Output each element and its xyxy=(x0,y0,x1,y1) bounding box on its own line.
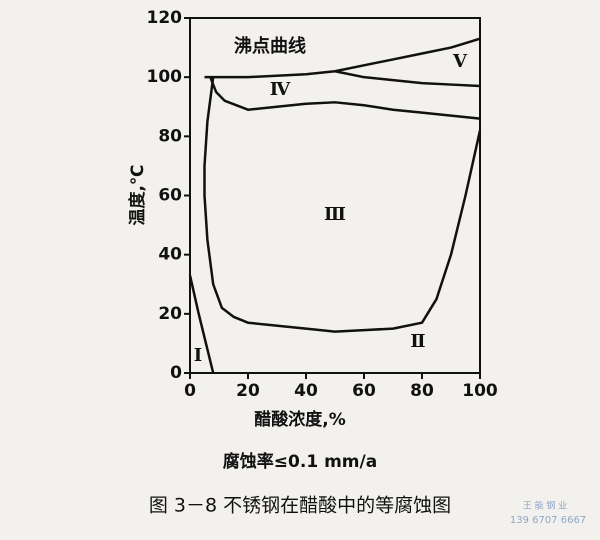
region-label: 沸点曲线 xyxy=(234,35,306,57)
region-label: Ⅰ xyxy=(194,345,202,366)
y-tick-label: 80 xyxy=(158,126,182,146)
region-label: V xyxy=(452,51,468,72)
curve xyxy=(203,77,482,333)
curve xyxy=(334,70,481,88)
x-tick-label: 20 xyxy=(236,381,260,401)
subtitle: 腐蚀率≤0.1 mm/a xyxy=(223,451,377,472)
y-tick-label: 120 xyxy=(147,8,183,28)
watermark: 王 能 钢 业 xyxy=(523,500,568,512)
x-axis-label: 醋酸浓度,% xyxy=(254,409,346,430)
watermark: 139 6707 6667 xyxy=(510,515,586,526)
curve xyxy=(209,76,481,120)
y-tick-label: 60 xyxy=(158,186,182,206)
x-tick-label: 0 xyxy=(184,381,196,401)
y-tick-label: 20 xyxy=(158,304,182,324)
region-label: Ⅱ xyxy=(410,331,425,352)
x-tick-label: 100 xyxy=(462,381,498,401)
x-tick-label: 80 xyxy=(410,381,434,401)
x-tick-label: 60 xyxy=(352,381,376,401)
region-label: Ⅳ xyxy=(270,79,291,100)
y-tick-label: 100 xyxy=(147,67,183,87)
region-label: Ⅲ xyxy=(324,204,346,225)
chart-title: 图 3－8 不锈钢在醋酸中的等腐蚀图 xyxy=(149,495,451,517)
curve xyxy=(188,275,215,374)
y-axis-label: 温度,℃ xyxy=(127,164,148,225)
x-tick-label: 40 xyxy=(294,381,318,401)
curve xyxy=(204,37,481,79)
y-tick-label: 0 xyxy=(170,363,182,383)
y-tick-label: 40 xyxy=(158,245,182,265)
